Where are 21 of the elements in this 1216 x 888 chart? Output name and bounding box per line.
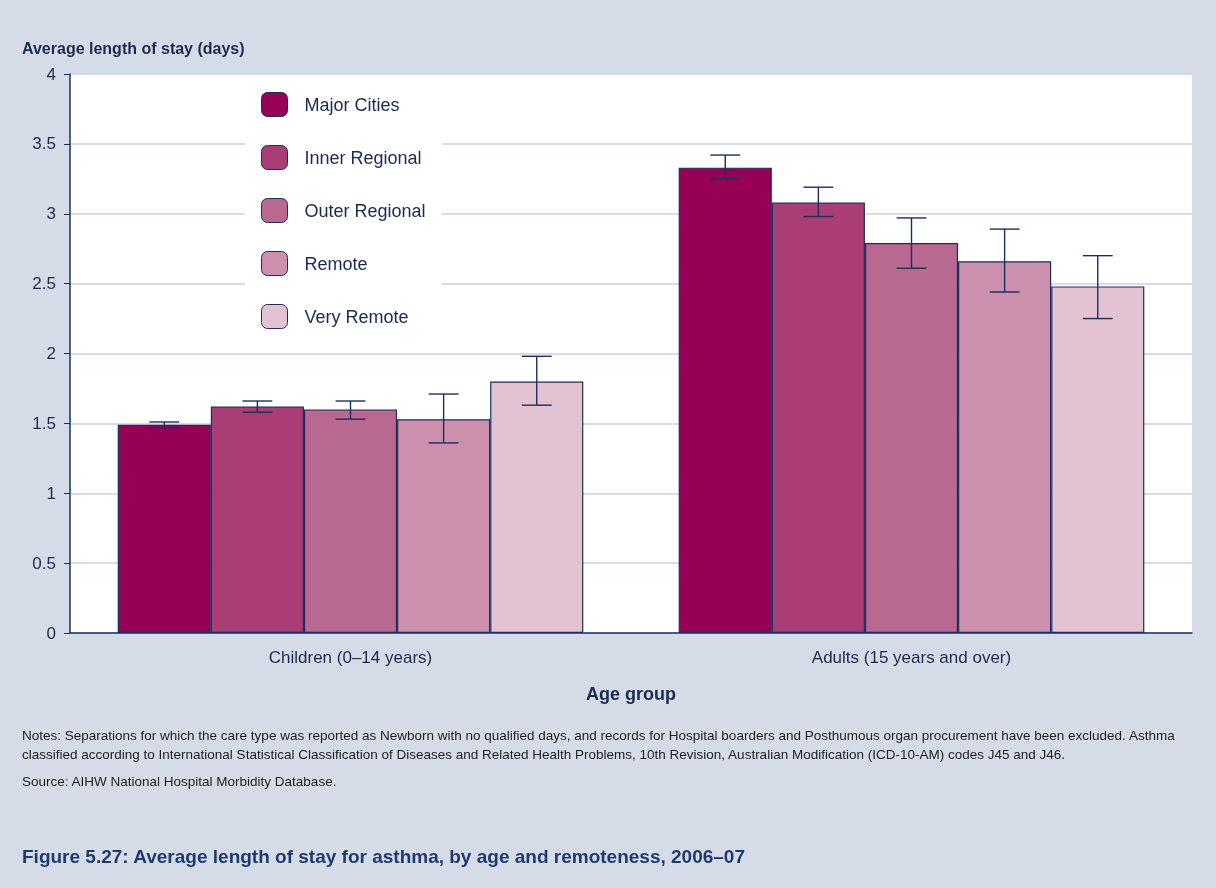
text: Notes: Separations for which the care type was reported as Newborn with no qualified days, and records for Hospital boarders and Posthumous organ procurement have been excluded. Asthma classified according to International Statistical Classification of Diseases and Related Health Problems, 10th Revision, Australian Modification (ICD-10-AM) codes J45 and J46. — [22, 727, 1176, 764]
legend-label: Major Cities — [304, 94, 400, 115]
x-tick-label: Children (0–14 years) — [268, 648, 433, 667]
source-note: Source: AIHW National Hospital Morbidity Database. — [22, 773, 338, 791]
legend-label: Inner Regional — [304, 147, 422, 168]
y-tick-label: 4 — [46, 64, 56, 84]
y-tick-label: 2 — [46, 344, 56, 363]
y-tick-label: 1.5 — [32, 413, 56, 433]
legend-label: Outer Regional — [304, 200, 426, 221]
legend-label: Very Remote — [304, 306, 409, 327]
x-tick-label: Adults (15 years and over) — [811, 648, 1012, 667]
y-axis-title: Average length of stay (days) — [22, 39, 245, 57]
y-tick-label: 3 — [46, 204, 56, 224]
legend-label: Remote — [304, 253, 368, 274]
y-tick-label: 3.5 — [32, 134, 56, 154]
y-tick-label: 1 — [46, 483, 56, 503]
y-tick-label: 0.5 — [32, 553, 56, 573]
text: Figure 5.27: Average length of stay for asthma, by age and remoteness, 2006–07 — [22, 846, 745, 868]
x-axis-title: Age group — [586, 684, 676, 704]
y-tick-label: 2.5 — [32, 274, 56, 294]
y-tick-label: 0 — [46, 623, 56, 643]
